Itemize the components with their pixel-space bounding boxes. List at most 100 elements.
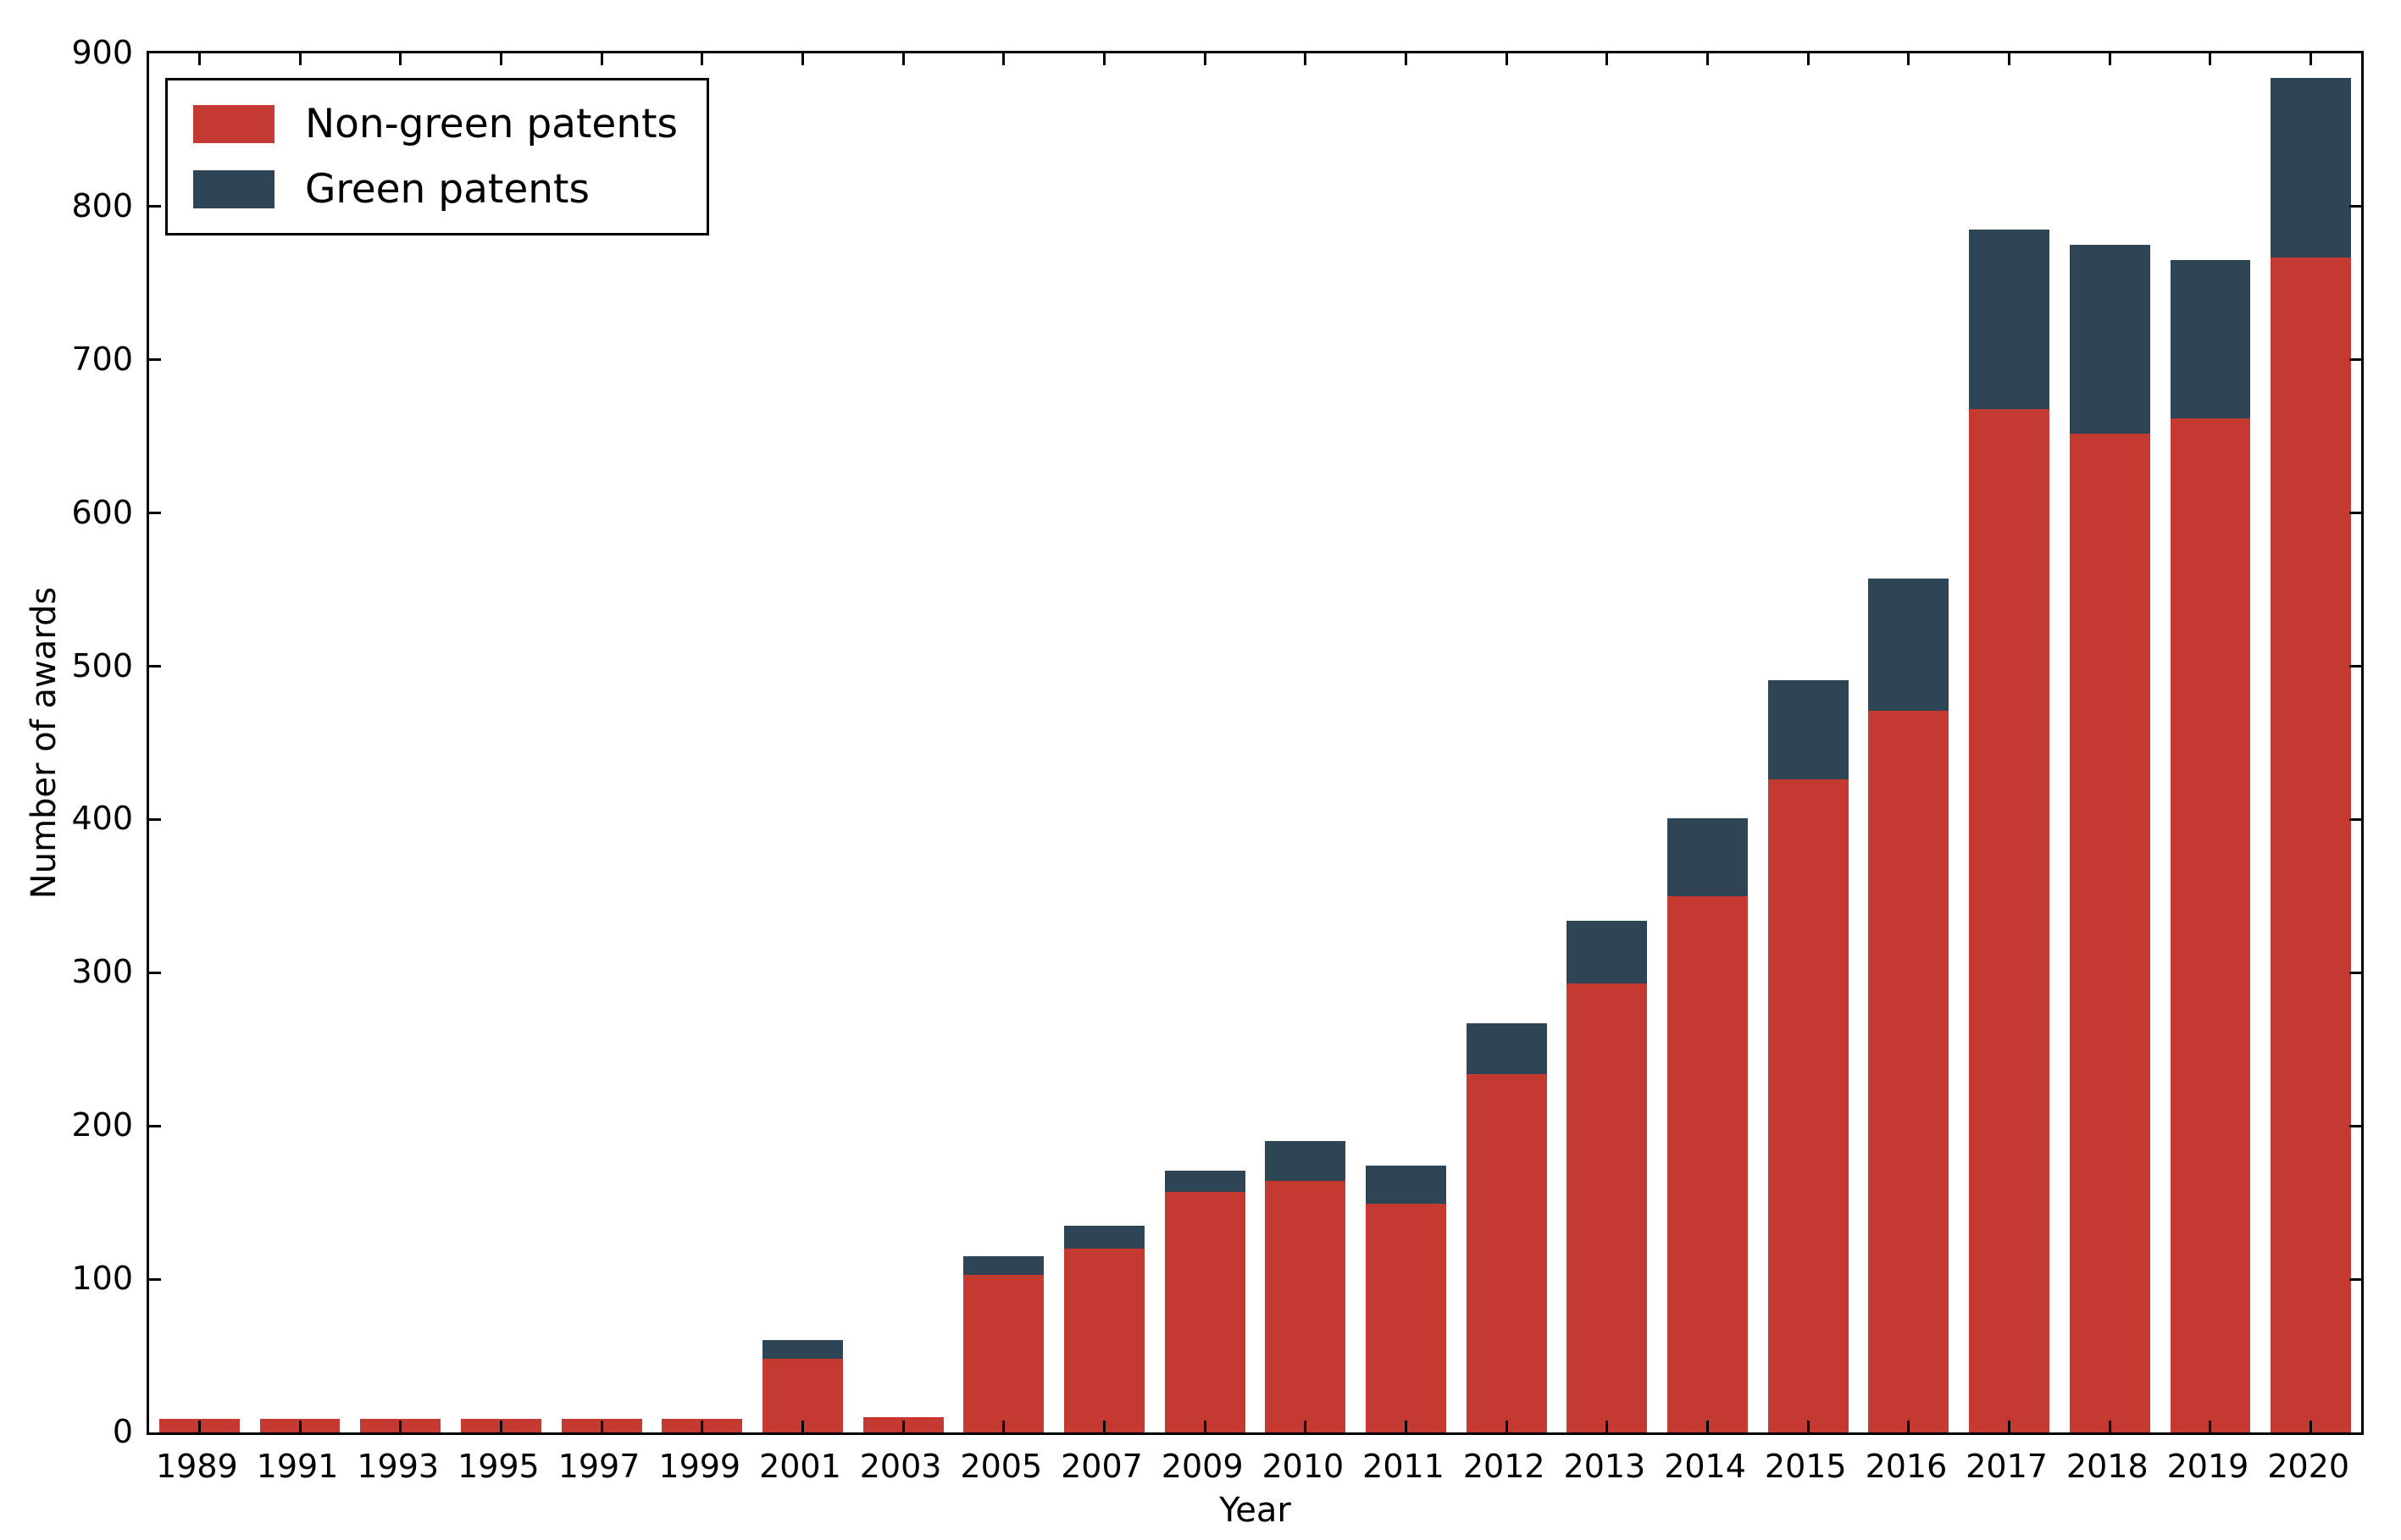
x-tick-top-2020 [2310,53,2313,65]
bar-2020-non-green [2271,257,2352,1432]
y-tick-label-200: 200 [71,1106,133,1144]
bar-2014-green [1667,817,1749,896]
bar-2010-non-green [1265,1181,1346,1432]
y-tick-left-500 [149,665,161,668]
x-tick-label-1993: 1993 [357,1448,440,1485]
legend-item-non-green: Non-green patents [193,104,678,144]
x-tick-top-1989 [197,53,201,65]
y-tick-left-700 [149,358,161,362]
x-tick-label-2019: 2019 [2166,1448,2249,1485]
bar-2005-non-green [963,1274,1045,1432]
y-tick-right-100 [2349,1277,2361,1281]
x-tick-bottom-2018 [2108,1421,2111,1432]
bar-2015-non-green [1767,779,1849,1432]
x-tick-top-2013 [1605,53,1609,65]
x-tick-bottom-1989 [197,1421,201,1432]
y-tick-right-600 [2349,512,2361,515]
x-tick-top-2010 [1304,53,1307,65]
green-swatch [193,170,274,208]
x-tick-label-2020: 2020 [2267,1448,2350,1485]
x-tick-top-2018 [2108,53,2111,65]
y-tick-label-600: 600 [71,493,133,531]
y-tick-label-900: 900 [71,34,133,71]
x-tick-top-2017 [2008,53,2011,65]
bar-2013-non-green [1566,983,1648,1432]
x-tick-label-2016: 2016 [1865,1448,1948,1485]
x-tick-bottom-2009 [1203,1421,1206,1432]
x-tick-bottom-1997 [600,1421,603,1432]
bar-2005-green [963,1255,1045,1275]
x-tick-label-1995: 1995 [457,1448,540,1485]
bar-2012-green [1466,1023,1547,1074]
x-tick-bottom-2010 [1304,1421,1307,1432]
x-tick-top-1991 [298,53,302,65]
x-tick-bottom-2016 [1907,1421,1910,1432]
x-tick-bottom-2020 [2310,1421,2313,1432]
y-tick-label-100: 100 [71,1260,133,1298]
bar-2001-non-green [762,1359,843,1432]
x-tick-top-2003 [901,53,905,65]
bar-2019-green [2170,260,2251,418]
x-tick-bottom-1999 [701,1421,704,1432]
bar-2016-non-green [1868,711,1949,1432]
x-tick-label-2012: 2012 [1462,1448,1545,1485]
bar-2013-green [1566,920,1648,983]
bar-2009-non-green [1164,1192,1245,1432]
bar-2019-non-green [2170,418,2251,1432]
y-tick-label-500: 500 [71,646,133,684]
y-tick-right-400 [2349,817,2361,821]
y-tick-left-100 [149,1277,161,1281]
x-tick-bottom-2019 [2209,1421,2212,1432]
y-tick-right-800 [2349,205,2361,208]
x-axis-title: Year [1219,1491,1291,1530]
x-tick-label-2014: 2014 [1664,1448,1746,1485]
x-tick-top-2019 [2209,53,2212,65]
x-tick-top-2001 [801,53,804,65]
legend-item-green: Green patents [193,169,678,209]
plot-canvas [149,53,2361,1432]
x-tick-bottom-2013 [1605,1421,1609,1432]
x-tick-bottom-2015 [1806,1421,1810,1432]
y-tick-right-700 [2349,358,2361,362]
bar-2018-green [2069,245,2150,434]
bar-2015-green [1767,679,1849,780]
y-tick-left-200 [149,1124,161,1127]
x-tick-bottom-2011 [1405,1421,1408,1432]
y-tick-left-800 [149,205,161,208]
bar-2012-non-green [1466,1073,1547,1432]
legend-label-non-green: Non-green patents [305,101,679,147]
y-tick-right-500 [2349,665,2361,668]
bar-2017-green [1969,230,2050,409]
y-tick-label-700: 700 [71,340,133,378]
x-tick-top-1995 [499,53,502,65]
x-tick-label-1999: 1999 [658,1448,741,1485]
plot-area [147,51,2364,1435]
x-tick-bottom-1995 [499,1421,502,1432]
x-tick-label-2011: 2011 [1362,1448,1444,1485]
bar-2020-green [2271,77,2352,258]
bar-2001-green [762,1340,843,1360]
x-tick-bottom-2005 [1002,1421,1006,1432]
x-tick-label-2009: 2009 [1161,1448,1244,1485]
x-tick-label-1991: 1991 [256,1448,339,1485]
bar-2007-non-green [1064,1248,1145,1432]
x-tick-bottom-1991 [298,1421,302,1432]
x-tick-top-2016 [1907,53,1910,65]
x-tick-bottom-2012 [1505,1421,1508,1432]
x-tick-top-1999 [701,53,704,65]
x-tick-top-2009 [1203,53,1206,65]
x-tick-label-1997: 1997 [557,1448,640,1485]
non-green-swatch [193,105,274,143]
y-tick-left-400 [149,817,161,821]
x-tick-bottom-2001 [801,1421,804,1432]
bar-2016-green [1868,579,1949,712]
x-tick-label-2001: 2001 [759,1448,841,1485]
x-tick-label-2013: 2013 [1563,1448,1646,1485]
x-tick-bottom-2014 [1706,1421,1710,1432]
x-tick-bottom-2017 [2008,1421,2011,1432]
y-tick-left-300 [149,971,161,974]
bar-2011-green [1366,1166,1446,1205]
x-tick-label-2005: 2005 [960,1448,1043,1485]
x-tick-bottom-1993 [399,1421,402,1432]
x-tick-top-1993 [399,53,402,65]
